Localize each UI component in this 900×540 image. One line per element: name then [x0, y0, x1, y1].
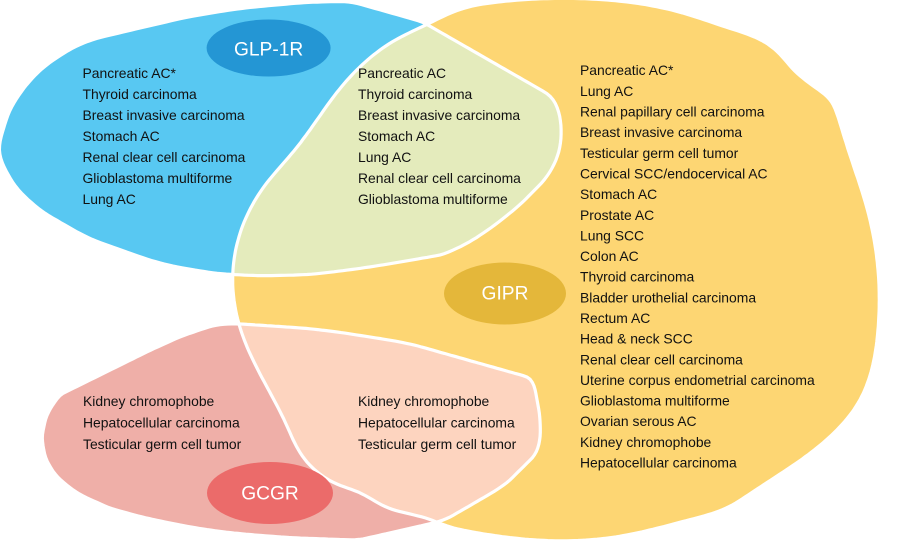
- svg-text:Stomach AC: Stomach AC: [580, 186, 657, 202]
- svg-text:Pancreatic AC*: Pancreatic AC*: [83, 65, 177, 81]
- svg-text:Head & neck SCC: Head & neck SCC: [580, 331, 693, 347]
- svg-text:Pancreatic AC: Pancreatic AC: [358, 65, 446, 81]
- svg-text:Lung SCC: Lung SCC: [580, 227, 644, 243]
- svg-text:Testicular germ cell tumor: Testicular germ cell tumor: [580, 145, 739, 161]
- svg-text:Glioblastoma multiforme: Glioblastoma multiforme: [83, 170, 233, 186]
- svg-text:Renal clear cell carcinoma: Renal clear cell carcinoma: [358, 170, 521, 186]
- svg-text:Uterine corpus endometrial car: Uterine corpus endometrial carcinoma: [580, 372, 815, 388]
- svg-text:Stomach AC: Stomach AC: [358, 128, 435, 144]
- svg-text:Hepatocellular carcinoma: Hepatocellular carcinoma: [83, 414, 240, 430]
- svg-text:GLP-1R: GLP-1R: [234, 40, 303, 61]
- svg-text:Breast invasive carcinoma: Breast invasive carcinoma: [580, 124, 742, 140]
- svg-text:Lung AC: Lung AC: [358, 149, 411, 165]
- svg-text:Ovarian serous AC: Ovarian serous AC: [580, 413, 697, 429]
- svg-text:Renal clear cell carcinoma: Renal clear cell carcinoma: [580, 351, 743, 367]
- svg-text:Hepatocellular carcinoma: Hepatocellular carcinoma: [580, 455, 737, 471]
- svg-text:Thyroid carcinoma: Thyroid carcinoma: [83, 86, 198, 102]
- svg-text:Colon AC: Colon AC: [580, 248, 639, 264]
- svg-text:Breast invasive carcinoma: Breast invasive carcinoma: [358, 107, 520, 123]
- svg-text:Kidney chromophobe: Kidney chromophobe: [83, 393, 215, 409]
- svg-text:Breast invasive carcinoma: Breast invasive carcinoma: [83, 107, 245, 123]
- svg-text:Kidney chromophobe: Kidney chromophobe: [580, 434, 712, 450]
- svg-text:GCGR: GCGR: [241, 484, 299, 505]
- svg-text:Pancreatic AC*: Pancreatic AC*: [580, 62, 674, 78]
- svg-text:Kidney chromophobe: Kidney chromophobe: [358, 393, 490, 409]
- svg-text:Lung AC: Lung AC: [580, 83, 633, 99]
- svg-text:Thyroid carcinoma: Thyroid carcinoma: [580, 269, 695, 285]
- svg-text:Thyroid carcinoma: Thyroid carcinoma: [358, 86, 473, 102]
- svg-text:Testicular germ cell tumor: Testicular germ cell tumor: [83, 436, 242, 452]
- svg-text:Testicular germ cell tumor: Testicular germ cell tumor: [358, 436, 517, 452]
- svg-text:Renal papillary cell carcinoma: Renal papillary cell carcinoma: [580, 104, 765, 120]
- svg-text:Lung AC: Lung AC: [83, 191, 136, 207]
- svg-text:Glioblastoma multiforme: Glioblastoma multiforme: [358, 191, 508, 207]
- svg-text:Prostate AC: Prostate AC: [580, 207, 654, 223]
- svg-text:Cervical SCC/endocervical AC: Cervical SCC/endocervical AC: [580, 165, 768, 181]
- svg-text:Hepatocellular carcinoma: Hepatocellular carcinoma: [358, 414, 515, 430]
- svg-text:Glioblastoma multiforme: Glioblastoma multiforme: [580, 393, 730, 409]
- svg-text:Renal clear cell carcinoma: Renal clear cell carcinoma: [83, 149, 246, 165]
- svg-text:Rectum AC: Rectum AC: [580, 310, 650, 326]
- svg-text:GIPR: GIPR: [482, 284, 529, 305]
- svg-text:Bladder urothelial carcinoma: Bladder urothelial carcinoma: [580, 289, 756, 305]
- svg-text:Stomach AC: Stomach AC: [83, 128, 160, 144]
